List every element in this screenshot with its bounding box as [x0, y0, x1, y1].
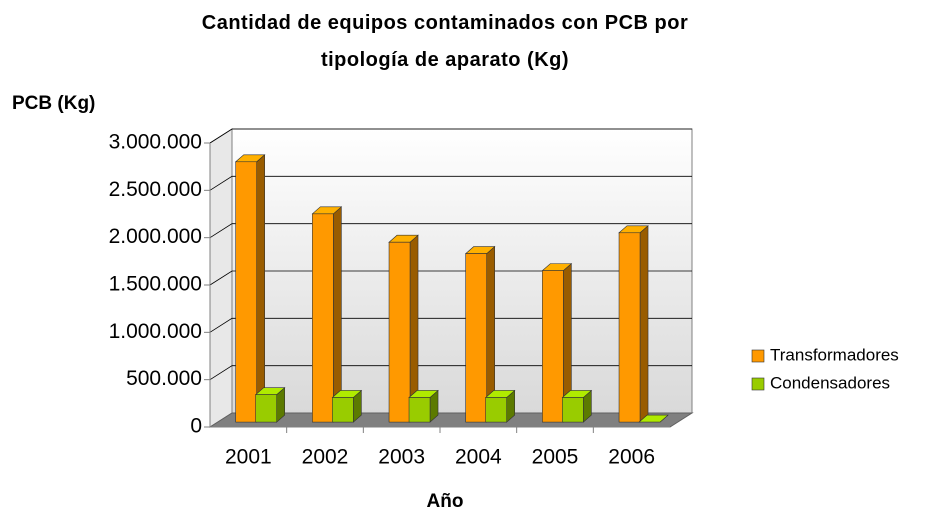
bar-front: [465, 253, 488, 423]
x-tick-label: 2001: [225, 446, 272, 469]
grid-line: [209, 175, 692, 191]
bar-front: [485, 397, 508, 423]
x-tick-label: 2006: [608, 446, 655, 469]
grid-line: [209, 128, 692, 144]
bar: [618, 225, 649, 423]
bar-front: [388, 241, 411, 423]
grid-line: [209, 365, 692, 381]
y-tick-label: 2.000.000: [109, 225, 202, 248]
bar: [254, 386, 286, 423]
legend-swatch: [751, 377, 765, 391]
x-tick-label: 2003: [378, 446, 425, 469]
bar-side: [333, 206, 342, 423]
y-tick-label: 0: [190, 415, 202, 438]
bar-front: [332, 397, 354, 423]
x-tick-label: 2002: [302, 446, 349, 469]
chart-title: Cantidad de equipos contaminados con PCB…: [201, 12, 689, 71]
y-axis-title: PCB (Kg): [12, 93, 95, 114]
bar: [331, 389, 363, 423]
bar-front: [312, 213, 334, 423]
x-tick-label: 2004: [455, 446, 502, 469]
grid-line: [209, 317, 692, 333]
bar: [234, 154, 266, 423]
grid-line: [209, 270, 692, 286]
grid-line: [209, 223, 692, 239]
bar-side: [256, 154, 266, 423]
bar-front: [562, 397, 584, 423]
bar: [561, 389, 593, 423]
plot-area: 0 500.000 1.000.000 1.500.000 2.000.000 2.500…: [109, 128, 899, 469]
bar: [484, 389, 516, 423]
bar-front: [542, 270, 564, 423]
x-tick-label: 2005: [532, 446, 579, 469]
y-tick-label: 3.000.000: [109, 131, 202, 154]
title-box: Cantidad de equipos contaminados con PCB…: [201, 12, 689, 71]
bar: [311, 206, 343, 423]
y-tick-label: 500.000: [126, 367, 202, 390]
bar-front: [408, 397, 431, 423]
bar: [541, 262, 573, 423]
legend-label: Transformadores: [770, 345, 899, 364]
x-axis-title: Año: [427, 491, 464, 512]
bar-top: [638, 414, 669, 423]
bar-side: [639, 225, 649, 423]
bar: [388, 234, 419, 423]
bar: [408, 389, 439, 423]
y-tick-label: 1.500.000: [109, 273, 202, 296]
y-tick-label: 2.500.000: [109, 178, 202, 201]
bar-front: [618, 232, 641, 423]
legend-swatch: [751, 349, 765, 363]
bar-front: [255, 394, 277, 423]
legend-label: Condensadores: [770, 373, 890, 392]
bar: [464, 245, 496, 423]
y-tick-label: 1.000.000: [109, 320, 202, 343]
bar: [638, 414, 669, 423]
bar-front: [235, 161, 257, 423]
